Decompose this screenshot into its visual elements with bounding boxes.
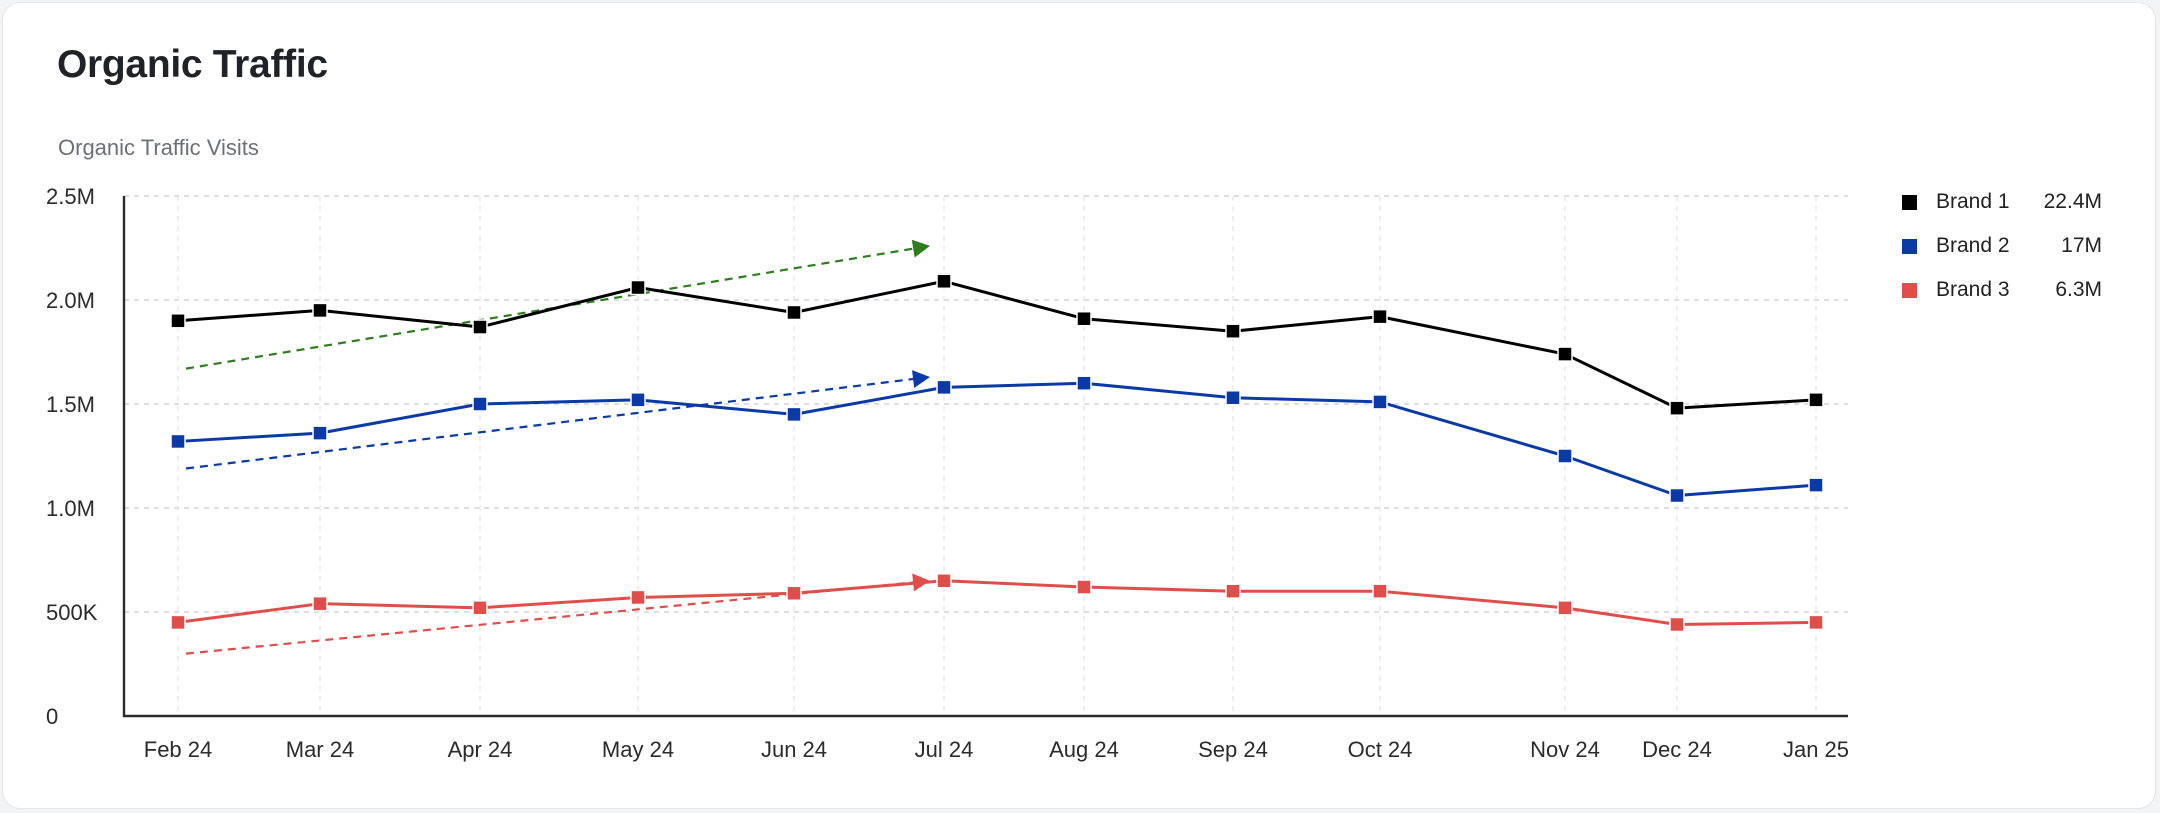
data-point — [1808, 392, 1824, 408]
x-tick-label: Jan 25 — [1783, 737, 1849, 762]
data-point — [1372, 583, 1388, 599]
x-tick-label: Dec 24 — [1642, 737, 1712, 762]
y-tick-label: 500K — [46, 600, 98, 625]
x-tick-label: Aug 24 — [1049, 737, 1119, 762]
data-point — [1225, 323, 1241, 339]
data-point — [786, 304, 802, 321]
x-tick-label: Apr 24 — [448, 737, 513, 762]
legend-total: 6.3M — [2055, 278, 2102, 301]
legend-label: Brand 2 — [1936, 234, 2010, 257]
data-point — [1669, 616, 1685, 633]
x-tick-label: Jul 24 — [915, 737, 974, 762]
data-point — [1076, 579, 1092, 595]
data-point — [1076, 310, 1092, 327]
chart-subtitle: Organic Traffic Visits — [58, 135, 259, 160]
legend-item-brand-1[interactable]: Brand 1 22.4M — [1902, 188, 2132, 232]
data-point — [936, 273, 952, 290]
data-point — [1557, 346, 1573, 362]
x-tick-label: Jun 24 — [761, 737, 827, 762]
series-line-brand-1 — [177, 279, 1817, 410]
data-point — [936, 379, 952, 396]
data-point — [1669, 400, 1685, 416]
data-point — [472, 396, 488, 412]
x-tick-label: Mar 24 — [286, 737, 354, 762]
y-tick-label: 1.0M — [46, 496, 95, 521]
series-line-brand-3 — [177, 579, 1817, 626]
legend-label: Brand 1 — [1936, 190, 2010, 213]
series-line-brand-2 — [177, 381, 1817, 498]
data-point — [170, 614, 186, 631]
trend-arrow-head — [911, 239, 930, 258]
data-point — [630, 589, 646, 606]
y-tick-label: 0 — [46, 704, 58, 729]
trend-line — [185, 377, 919, 470]
x-tick-label: Feb 24 — [144, 737, 213, 762]
data-point — [1557, 448, 1573, 464]
data-point — [1808, 477, 1824, 493]
y-tick-label: 1.5M — [46, 392, 95, 417]
chart-title: Organic Traffic — [57, 43, 328, 86]
legend-total: 17M — [2061, 234, 2102, 257]
legend-swatch-brand-3 — [1902, 283, 1917, 298]
y-tick-label: 2.5M — [46, 184, 95, 209]
data-point — [312, 302, 328, 319]
data-point — [472, 319, 488, 335]
data-point — [170, 313, 186, 329]
data-point — [630, 279, 646, 296]
x-tick-label: May 24 — [602, 737, 674, 762]
legend-swatch-brand-1 — [1902, 195, 1917, 210]
data-point — [630, 392, 646, 408]
data-point — [1076, 375, 1092, 391]
data-point — [312, 425, 328, 441]
legend-total: 22.4M — [2043, 190, 2102, 213]
legend-label: Brand 3 — [1936, 278, 2010, 301]
legend-item-brand-2[interactable]: Brand 2 17M — [1902, 232, 2132, 276]
data-point — [936, 573, 952, 589]
data-point — [472, 600, 488, 616]
x-tick-label: Sep 24 — [1198, 737, 1268, 762]
data-point — [786, 585, 802, 602]
x-tick-label: Nov 24 — [1530, 737, 1600, 762]
y-tick-label: 2.0M — [46, 288, 95, 313]
trend-line — [185, 580, 919, 655]
data-point — [1808, 614, 1824, 631]
data-point — [1225, 583, 1241, 599]
data-point — [312, 595, 328, 612]
x-tick-label: Oct 24 — [1348, 737, 1413, 762]
data-point — [1372, 308, 1388, 325]
data-point — [786, 406, 802, 423]
trend-arrow-head — [912, 370, 930, 388]
legend-swatch-brand-2 — [1902, 239, 1917, 254]
data-point — [170, 433, 186, 450]
data-point — [1557, 600, 1573, 616]
chart-legend: Brand 1 22.4M Brand 2 17M Brand 3 6.3M — [1902, 188, 2132, 320]
data-point — [1372, 394, 1388, 410]
data-point — [1225, 390, 1241, 406]
data-point — [1669, 487, 1685, 504]
legend-item-brand-3[interactable]: Brand 3 6.3M — [1902, 276, 2132, 320]
